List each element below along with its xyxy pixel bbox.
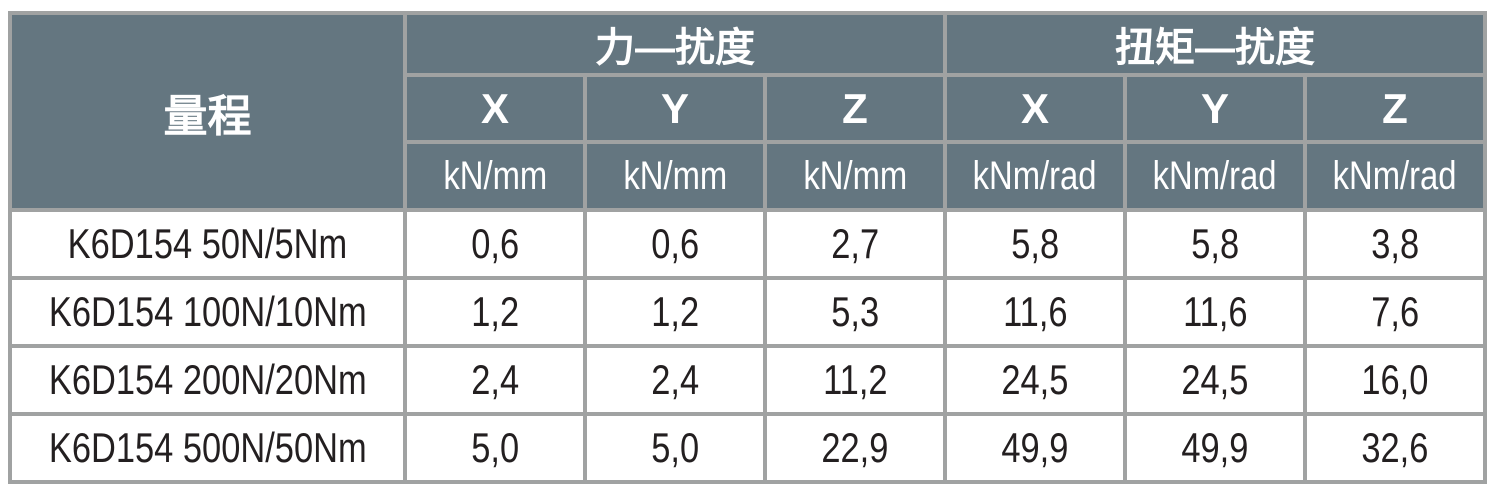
value-cell: 5,8 xyxy=(943,208,1127,280)
unit-header: kNm/rad xyxy=(943,140,1127,212)
value-cell: 1,2 xyxy=(583,276,767,348)
value-cell: 2,7 xyxy=(763,208,947,280)
table-row: K6D154 500N/50Nm 5,0 5,0 22,9 49,9 49,9 32,6 xyxy=(8,412,1487,484)
value-cell: 2,4 xyxy=(403,344,587,416)
value-label: 11,6 xyxy=(1002,288,1068,335)
value-cell: 49,9 xyxy=(943,412,1127,484)
value-cell: 2,4 xyxy=(583,344,767,416)
unit-label: kN/mm xyxy=(443,153,547,198)
value-label: 3,8 xyxy=(1371,220,1419,267)
unit-header: kNm/rad xyxy=(1303,140,1487,212)
value-cell: 3,8 xyxy=(1303,208,1487,280)
model-label: K6D154 50N/5Nm xyxy=(67,220,348,267)
value-label: 5,8 xyxy=(1011,220,1059,267)
unit-label: kN/mm xyxy=(623,153,727,198)
table-row: K6D154 200N/20Nm 2,4 2,4 11,2 24,5 24,5 16,0 xyxy=(8,344,1487,416)
value-label: 24,5 xyxy=(1181,356,1249,403)
axis-header: Z xyxy=(763,73,947,144)
axis-header: Y xyxy=(583,73,767,144)
table-row: K6D154 100N/10Nm 1,2 1,2 5,3 11,6 11,6 7,6 xyxy=(8,276,1487,348)
value-cell: 5,0 xyxy=(583,412,767,484)
unit-header: kN/mm xyxy=(763,140,947,212)
value-cell: 24,5 xyxy=(943,344,1127,416)
table-row: K6D154 50N/5Nm 0,6 0,6 2,7 5,8 5,8 3,8 xyxy=(8,208,1487,280)
value-label: 5,3 xyxy=(831,288,879,335)
model-cell: K6D154 200N/20Nm xyxy=(8,344,407,416)
value-cell: 11,6 xyxy=(1123,276,1307,348)
value-label: 7,6 xyxy=(1371,288,1419,335)
value-label: 16,0 xyxy=(1361,356,1429,403)
value-label: 11,2 xyxy=(822,356,888,403)
unit-label: kNm/rad xyxy=(1333,153,1457,198)
force-deflection-header: 力—扰度 xyxy=(403,11,947,77)
model-cell: K6D154 100N/10Nm xyxy=(8,276,407,348)
value-cell: 49,9 xyxy=(1123,412,1307,484)
value-label: 1,2 xyxy=(471,288,519,335)
range-header: 量程 xyxy=(8,11,407,212)
torque-deflection-header: 扭矩—扰度 xyxy=(943,11,1487,77)
value-cell: 11,6 xyxy=(943,276,1127,348)
model-label: K6D154 500N/50Nm xyxy=(48,424,367,471)
value-cell: 11,2 xyxy=(763,344,947,416)
value-cell: 1,2 xyxy=(403,276,587,348)
model-label: K6D154 200N/20Nm xyxy=(48,356,367,403)
unit-label: kN/mm xyxy=(803,153,907,198)
value-cell: 5,8 xyxy=(1123,208,1307,280)
value-label: 2,4 xyxy=(471,356,519,403)
value-label: 0,6 xyxy=(651,220,699,267)
value-cell: 32,6 xyxy=(1303,412,1487,484)
axis-header: X xyxy=(403,73,587,144)
unit-header: kN/mm xyxy=(583,140,767,212)
range-header-label: 量程 xyxy=(163,91,252,141)
axis-header: Y xyxy=(1123,73,1307,144)
unit-header: kN/mm xyxy=(403,140,587,212)
value-cell: 24,5 xyxy=(1123,344,1307,416)
value-cell: 16,0 xyxy=(1303,344,1487,416)
value-label: 5,0 xyxy=(651,424,699,471)
value-label: 0,6 xyxy=(471,220,519,267)
unit-label: kNm/rad xyxy=(1153,153,1277,198)
unit-label: kNm/rad xyxy=(973,153,1097,198)
value-label: 5,8 xyxy=(1191,220,1239,267)
model-cell: K6D154 500N/50Nm xyxy=(8,412,407,484)
value-label: 49,9 xyxy=(1181,424,1249,471)
unit-header: kNm/rad xyxy=(1123,140,1307,212)
value-label: 32,6 xyxy=(1361,424,1429,471)
model-cell: K6D154 50N/5Nm xyxy=(8,208,407,280)
value-label: 24,5 xyxy=(1001,356,1069,403)
value-cell: 22,9 xyxy=(763,412,947,484)
value-label: 2,7 xyxy=(831,220,879,267)
axis-header: Z xyxy=(1303,73,1487,144)
value-cell: 0,6 xyxy=(583,208,767,280)
value-label: 5,0 xyxy=(471,424,519,471)
value-cell: 7,6 xyxy=(1303,276,1487,348)
value-label: 2,4 xyxy=(651,356,699,403)
value-cell: 5,0 xyxy=(403,412,587,484)
value-cell: 5,3 xyxy=(763,276,947,348)
value-cell: 0,6 xyxy=(403,208,587,280)
value-label: 49,9 xyxy=(1001,424,1069,471)
value-label: 11,6 xyxy=(1182,288,1248,335)
model-label: K6D154 100N/10Nm xyxy=(48,288,367,335)
value-label: 22,9 xyxy=(821,424,889,471)
axis-header: X xyxy=(943,73,1127,144)
value-label: 1,2 xyxy=(651,288,699,335)
